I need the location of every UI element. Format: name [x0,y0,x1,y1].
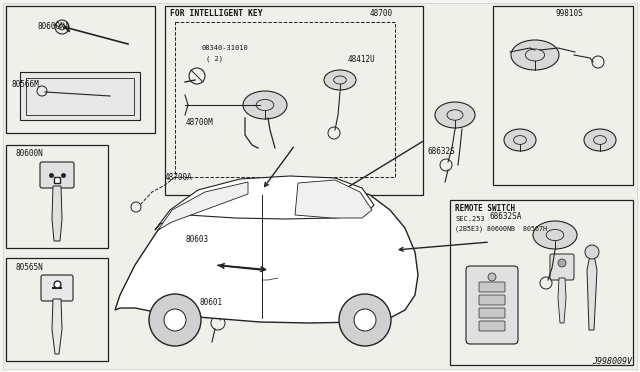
Text: 08340-31010: 08340-31010 [202,45,249,51]
Text: 48412U: 48412U [348,55,376,64]
Circle shape [339,294,391,346]
Bar [165,6,423,195]
Circle shape [488,273,496,281]
Ellipse shape [533,221,577,249]
Text: 80601: 80601 [200,298,223,307]
Ellipse shape [243,91,287,119]
Ellipse shape [504,129,536,151]
Polygon shape [115,183,418,323]
Polygon shape [587,255,597,330]
Text: (2B5E3) 80600NB  80567H: (2B5E3) 80600NB 80567H [455,226,547,232]
Ellipse shape [435,102,475,128]
Text: 80600NA: 80600NA [38,22,70,31]
FancyBboxPatch shape [479,282,505,292]
Bar [215,264,260,285]
Text: 99810S: 99810S [555,9,583,18]
Text: J998009V: J998009V [592,357,632,366]
Text: 68632S: 68632S [428,147,456,156]
Text: 48700: 48700 [370,9,393,18]
Polygon shape [558,278,566,323]
Circle shape [354,309,376,331]
Polygon shape [52,299,62,354]
Text: FOR INTELLIGENT KEY: FOR INTELLIGENT KEY [170,9,262,18]
Polygon shape [52,186,62,241]
Text: 80600N: 80600N [15,149,43,158]
Bar [26,78,134,115]
Ellipse shape [210,239,250,265]
Polygon shape [158,182,248,230]
Polygon shape [295,180,372,218]
Bar [493,6,633,185]
Circle shape [585,245,599,259]
Ellipse shape [511,40,559,70]
Text: 48700A: 48700A [165,173,193,182]
Polygon shape [155,176,374,230]
Text: ( 2): ( 2) [206,56,223,62]
Bar [450,200,633,365]
Ellipse shape [584,129,616,151]
Circle shape [149,294,201,346]
Bar [6,258,108,361]
FancyBboxPatch shape [466,266,518,344]
Ellipse shape [324,70,356,90]
Bar [175,22,395,177]
FancyBboxPatch shape [41,275,73,301]
Circle shape [558,259,566,267]
Text: 80603: 80603 [185,235,208,244]
FancyBboxPatch shape [479,308,505,318]
Text: 80566M: 80566M [12,80,40,89]
Text: SEC.253: SEC.253 [455,216,484,222]
Bar [20,72,140,120]
Text: 68632SA: 68632SA [490,212,522,221]
Bar [6,6,155,133]
Text: REMOTE SWITCH: REMOTE SWITCH [455,204,515,213]
Bar [6,145,108,248]
FancyBboxPatch shape [40,162,74,188]
Text: 48700M: 48700M [186,118,214,127]
FancyBboxPatch shape [479,321,505,331]
Circle shape [164,309,186,331]
Text: 80565N: 80565N [15,263,43,272]
FancyBboxPatch shape [479,295,505,305]
FancyBboxPatch shape [550,254,574,280]
